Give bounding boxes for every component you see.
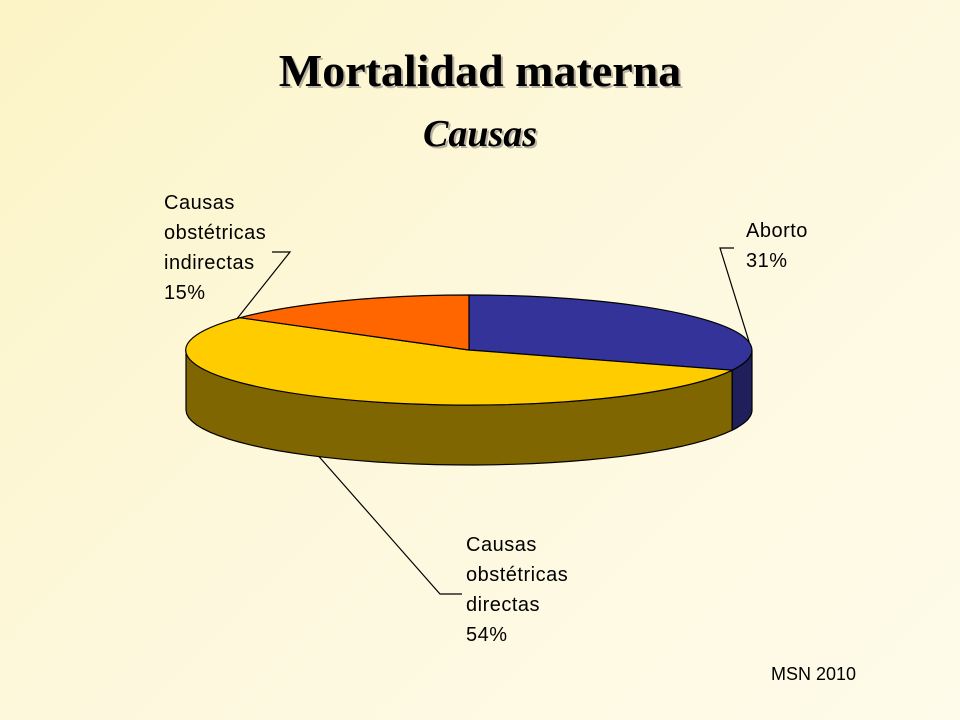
data-label-line: indirectas	[164, 252, 255, 274]
slide-subtitle: Causas	[422, 113, 538, 155]
pie-slice-2	[239, 294, 470, 351]
data-label-directas: Causas obstétricas directas 54%	[466, 530, 568, 650]
data-label-aborto: Aborto 31%	[746, 216, 808, 276]
pie-slice-0	[468, 294, 753, 371]
data-label-line: Causas	[164, 192, 235, 214]
leader-line-1	[318, 456, 462, 595]
data-label-line: 15%	[164, 282, 206, 304]
pie-tops	[185, 294, 753, 406]
leader-lines	[236, 247, 750, 595]
leader-line-2	[236, 251, 292, 319]
data-label-indirectas: Causas obstétricas indirectas 15%	[164, 188, 266, 308]
data-label-line: 54%	[466, 624, 508, 646]
slide-title: Mortalidad materna	[278, 45, 682, 96]
footer-source: MSN 2010	[770, 664, 856, 684]
data-label-line: directas	[466, 594, 541, 616]
leader-line-0	[719, 247, 750, 343]
data-label-line: obstétricas	[164, 222, 267, 244]
data-label-line: Causas	[466, 534, 537, 556]
data-label-line: Aborto	[746, 220, 808, 242]
data-label-line: obstétricas	[466, 564, 569, 586]
pie-slice-1	[185, 317, 735, 406]
data-label-line: 31%	[746, 250, 788, 272]
